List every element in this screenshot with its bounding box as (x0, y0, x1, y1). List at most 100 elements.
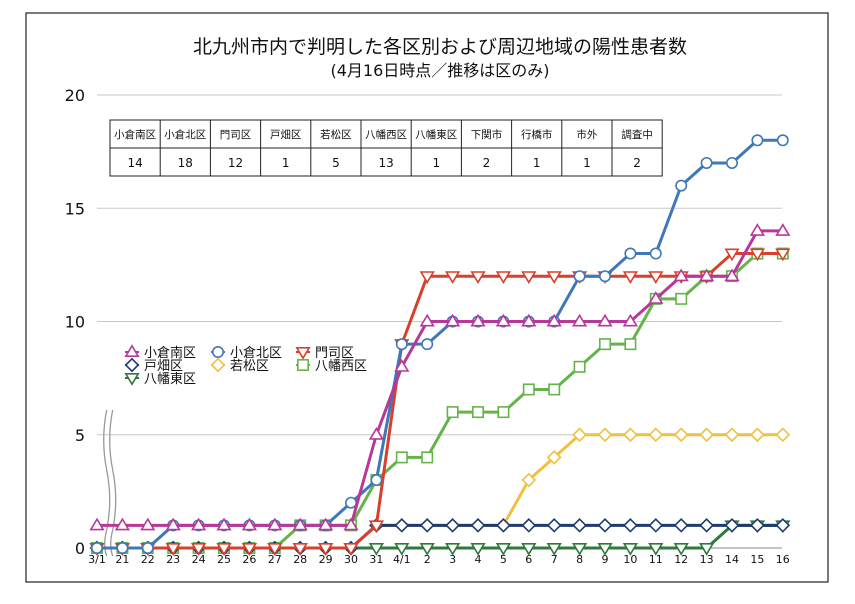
x-tick-label: 3 (449, 553, 456, 566)
data-point-wakamatsu (546, 450, 562, 465)
table-value-cell: 2 (483, 156, 491, 170)
data-point-kokurakita (573, 270, 586, 283)
legend-marker (212, 345, 225, 358)
x-tick-label: 9 (602, 553, 609, 566)
data-point-yahatanishi (471, 406, 484, 419)
data-point-kokuraminami (470, 313, 486, 327)
data-point-yahatahigashi (648, 542, 664, 556)
x-tick-label: 27 (268, 553, 282, 566)
x-tick-label: 15 (750, 553, 764, 566)
data-point-wakamatsu (750, 427, 765, 443)
table-header-cell: 調査中 (621, 128, 653, 141)
legend-marker (295, 346, 311, 360)
data-point-yahatanishi (573, 360, 586, 373)
series-line-moji (97, 252, 783, 550)
legend-marker (210, 357, 226, 373)
data-point-moji (622, 271, 639, 284)
x-tick-label: 13 (700, 553, 714, 566)
series-layer (89, 134, 791, 556)
data-point-wakamatsu (673, 427, 689, 443)
data-point-moji (546, 271, 562, 284)
data-point-wakamatsu (597, 427, 613, 443)
data-point-moji (724, 248, 740, 262)
data-point-kokuraminami (521, 313, 537, 327)
legend-item-tobata: 戸畑区 (124, 357, 183, 374)
legend-label: 門司区 (315, 346, 354, 361)
data-point-kokuraminami (241, 517, 258, 531)
x-tick-label: 31 (369, 553, 383, 566)
data-point-yahatahigashi (368, 542, 385, 556)
data-point-tobata (597, 518, 613, 533)
data-point-yahatahigashi (444, 542, 461, 556)
data-point-tobata (750, 518, 765, 533)
y-tick-label: 10 (65, 313, 85, 332)
data-point-moji (749, 248, 766, 262)
data-point-kokuraminami (343, 517, 359, 531)
data-point-kokuraminami (749, 223, 766, 236)
data-point-tobata (470, 518, 486, 533)
data-point-kokurakita (395, 338, 408, 351)
data-point-moji (292, 542, 308, 556)
data-point-kokurakita (725, 156, 738, 169)
data-point-wakamatsu (648, 427, 664, 443)
data-point-tobata (648, 518, 664, 533)
data-point-yahatanishi (675, 292, 688, 305)
data-point-moji (343, 542, 359, 556)
data-point-kokurakita (116, 541, 129, 554)
x-tick-label: 2 (424, 553, 431, 566)
data-point-yahatahigashi (470, 542, 486, 556)
table-value-cell: 14 (127, 156, 142, 170)
data-point-yahatanishi (624, 338, 637, 351)
legend-label: 八幡西区 (315, 359, 367, 374)
legend-label: 小倉北区 (230, 346, 282, 361)
data-point-kokurakita (141, 541, 154, 554)
data-point-moji (444, 271, 461, 284)
data-point-wakamatsu (775, 427, 791, 443)
table-value-cell: 5 (332, 156, 340, 170)
x-tick-label: 6 (525, 553, 532, 566)
data-point-yahatahigashi (495, 542, 512, 556)
data-point-kokuraminami (216, 517, 232, 531)
legend-item-kokuraminami: 小倉南区 (124, 344, 196, 361)
table-value-cell: 1 (432, 156, 440, 170)
legend-item-kokurakita: 小倉北区 (211, 345, 282, 361)
data-point-kokuraminami (622, 313, 639, 327)
table-value-cell: 18 (178, 156, 193, 170)
data-point-moji (190, 542, 207, 556)
x-tick-label: 4 (475, 553, 482, 566)
data-point-kokuraminami (317, 517, 334, 531)
data-point-yahatanishi (446, 406, 459, 419)
data-point-kokurakita (421, 338, 434, 351)
data-point-tobata (445, 518, 460, 533)
legend-item-yahatanishi: 八幡西区 (296, 358, 367, 374)
x-tick-label: 23 (166, 553, 180, 566)
data-point-kokuraminami (419, 313, 435, 327)
data-point-wakamatsu (521, 472, 537, 488)
data-point-kokuraminami (571, 313, 588, 327)
x-tick-label: 12 (674, 553, 688, 566)
y-tick-label: 15 (65, 199, 85, 218)
x-tick-label: 30 (344, 553, 358, 566)
data-point-moji (317, 542, 334, 556)
data-point-kokuraminami (114, 517, 131, 531)
data-point-yahatahigashi (521, 542, 537, 556)
x-tick-label: 4/1 (393, 553, 411, 566)
table-header-cell: 若松区 (320, 128, 352, 141)
data-point-kokurakita (751, 134, 764, 147)
data-point-tobata (699, 518, 714, 533)
x-tick-label: 7 (551, 553, 558, 566)
x-tick-label: 10 (623, 553, 637, 566)
data-point-kokuraminami (368, 426, 385, 440)
table-value-cell: 1 (282, 156, 290, 170)
data-point-tobata (419, 518, 435, 533)
data-point-moji (495, 271, 512, 284)
data-point-kokuraminami (724, 268, 740, 282)
table-header-cell: 市外 (576, 128, 597, 141)
legend-marker (124, 357, 140, 373)
legend-marker (124, 372, 140, 386)
x-tick-label: 16 (776, 553, 790, 566)
data-point-yahatanishi (598, 338, 611, 351)
axis-break-mark (109, 409, 117, 557)
y-tick-label: 20 (65, 86, 85, 105)
